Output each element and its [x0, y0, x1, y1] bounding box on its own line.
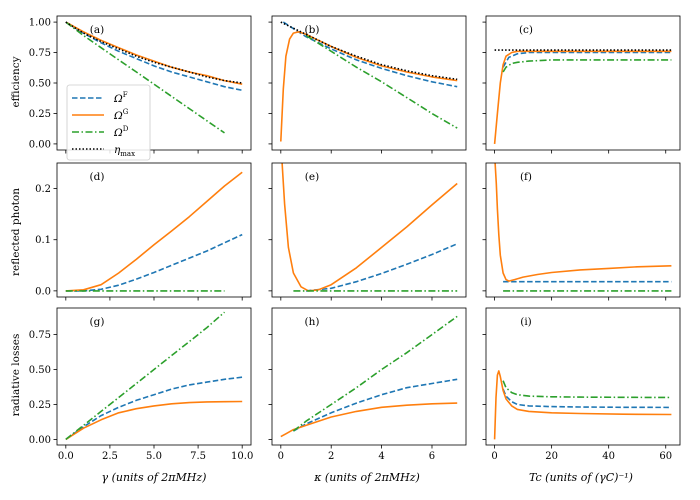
y-tick-label: 0.1	[35, 235, 51, 246]
xlabel-col-3: Tc (units of (γC)⁻¹)	[529, 471, 633, 484]
panel-label: (d)	[90, 171, 105, 183]
series-ΩG	[280, 30, 458, 142]
panel-label: (f)	[520, 171, 532, 183]
axes-frame	[56, 162, 252, 298]
x-tick-label: 10.0	[231, 451, 253, 462]
series-ΩG	[493, 370, 672, 440]
panel-label: (g)	[90, 316, 105, 328]
axes-frame	[271, 162, 467, 298]
x-tick-label: 0	[278, 451, 284, 462]
series-ΩD	[292, 315, 458, 432]
panel-i: 0 20 40 60 (i)	[482, 307, 681, 462]
x-tick-label: 2.5	[102, 451, 118, 462]
axes-frame	[485, 307, 681, 446]
series-ΩG	[281, 163, 458, 292]
series-ΩF	[65, 376, 243, 441]
y-tick-label: 0.50	[29, 79, 51, 90]
x-tick-label: 7.5	[190, 451, 206, 462]
xlabel-col-1: γ (units of 2πMHz)	[102, 471, 207, 484]
x-tick-label: 0.0	[58, 451, 74, 462]
series-ΩD	[65, 21, 225, 134]
y-tick-label: 0.00	[29, 139, 51, 150]
y-tick-label: 0.75	[29, 48, 51, 59]
axes-frame	[56, 15, 252, 151]
panel-label: (i)	[520, 316, 532, 328]
ylabel-row-3: radiative losses	[10, 334, 22, 417]
series-ΩF	[502, 51, 672, 68]
x-tick-label: 5.0	[146, 451, 162, 462]
ylabel-row-1: efficiency	[10, 56, 22, 107]
axes-frame	[56, 307, 252, 446]
panel-f: (f)	[482, 162, 681, 301]
axes-frame	[271, 307, 467, 446]
legend-box	[66, 84, 151, 161]
panel-label: (c)	[519, 24, 533, 36]
series-ΩG	[65, 171, 243, 292]
series-ΩG	[494, 163, 672, 282]
y-tick-label: 0.00	[29, 435, 51, 446]
x-tick-label: 0	[491, 451, 497, 462]
y-tick-label: 0.0	[35, 286, 51, 297]
x-tick-label: 60	[659, 451, 672, 462]
y-tick-label: 0.25	[29, 109, 51, 120]
series-ΩD	[502, 59, 672, 73]
panel-label: (b)	[305, 24, 320, 36]
panel-e: (e)	[268, 162, 467, 301]
series-ηmax	[65, 21, 243, 84]
series-ΩF	[305, 243, 458, 292]
axes-frame	[485, 15, 681, 151]
x-tick-label: 40	[602, 451, 615, 462]
xlabel-col-2: κ (units of 2πMHz)	[313, 471, 420, 484]
series-ΩF	[293, 378, 458, 432]
series-ΩD	[65, 311, 226, 441]
panel-d: 0.0 0.1 0.2 (d)	[35, 162, 252, 301]
series-ηmax	[280, 21, 458, 81]
series-ΩG	[280, 402, 458, 438]
series-ΩF	[282, 21, 458, 88]
x-tick-label: 2	[328, 451, 334, 462]
panels: 0.000.250.500.751.00(a) (b) (c)0.00.10.2(d…	[29, 15, 681, 462]
series-ΩG	[493, 50, 672, 144]
panel-label: (a)	[90, 24, 104, 36]
y-tick-label: 0.25	[29, 400, 51, 411]
series-ΩD	[305, 34, 458, 129]
panel-b: (b)	[268, 15, 467, 154]
y-tick-label: 0.50	[29, 365, 51, 376]
axes-frame	[485, 162, 681, 298]
series-ΩD	[502, 380, 672, 399]
x-tick-label: 4	[378, 451, 384, 462]
ylabel-row-2: reflected photon	[10, 188, 22, 276]
panel-h: 0 2 4 6 (h)	[268, 307, 467, 462]
y-tick-label: 0.2	[35, 184, 51, 195]
panel-c: (c)	[482, 15, 681, 154]
x-tick-label: 6	[429, 451, 435, 462]
y-tick-label: 1.00	[29, 18, 51, 29]
y-tick-label: 0.75	[29, 330, 51, 341]
series-ΩF	[65, 233, 243, 292]
panel-g: 0.0 2.5 5.0 7.5 10.0 0.00 0.25 0.50 0.75 (g)	[29, 307, 253, 462]
series-ΩF	[502, 388, 672, 409]
panel-a: 0.00 0.25 0.50 0.75 1.00 (a)	[29, 15, 252, 154]
panel-label: (h)	[305, 316, 320, 328]
panel-label: (e)	[305, 171, 319, 183]
x-tick-label: 20	[545, 451, 558, 462]
axes-frame	[271, 15, 467, 151]
series-ΩG	[65, 400, 243, 441]
series-ΩF	[65, 21, 243, 92]
